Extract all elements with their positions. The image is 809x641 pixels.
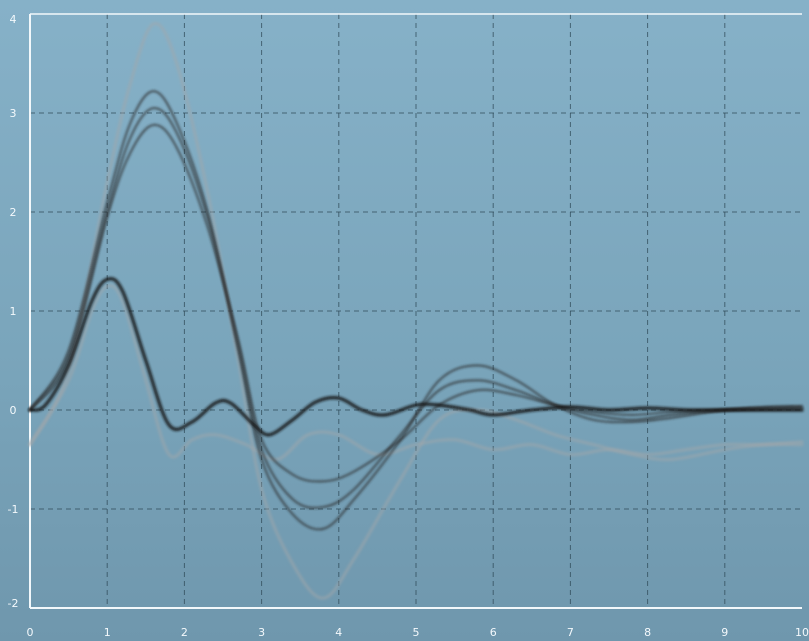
x-tick-label: 8 (644, 626, 651, 639)
x-tick-label: 5 (413, 626, 420, 639)
x-tick-label: 4 (335, 626, 342, 639)
x-tick-label: 7 (567, 626, 574, 639)
x-tick-labels: 0 1 2 3 4 5 6 7 8 9 10 (27, 626, 809, 639)
series-line-5 (28, 22, 804, 600)
y-tick-label: -2 (8, 597, 19, 610)
series-line-3 (29, 107, 803, 509)
y-tick-label: 3 (10, 107, 17, 120)
y-tick-label: 4 (10, 13, 17, 26)
y-tick-label: 1 (10, 305, 17, 318)
x-tick-label: 1 (104, 626, 111, 639)
x-tick-label: 10 (795, 626, 809, 639)
grid-lines (30, 14, 802, 608)
x-tick-label: 6 (490, 626, 497, 639)
axes (29, 13, 802, 609)
series-line-2 (29, 90, 803, 531)
y-tick-label: 0 (10, 404, 17, 417)
x-tick-label: 0 (27, 626, 34, 639)
y-tick-labels: 4 3 2 1 0 -1 -2 (8, 13, 19, 610)
series-line-1 (28, 276, 804, 437)
x-tick-label: 3 (258, 626, 265, 639)
x-tick-label: 2 (181, 626, 188, 639)
series-line-4 (29, 124, 803, 483)
y-tick-label: -1 (8, 503, 19, 516)
x-tick-label: 9 (721, 626, 728, 639)
y-tick-label: 2 (10, 206, 17, 219)
series-line-6 (28, 284, 804, 462)
series-group (28, 22, 804, 600)
